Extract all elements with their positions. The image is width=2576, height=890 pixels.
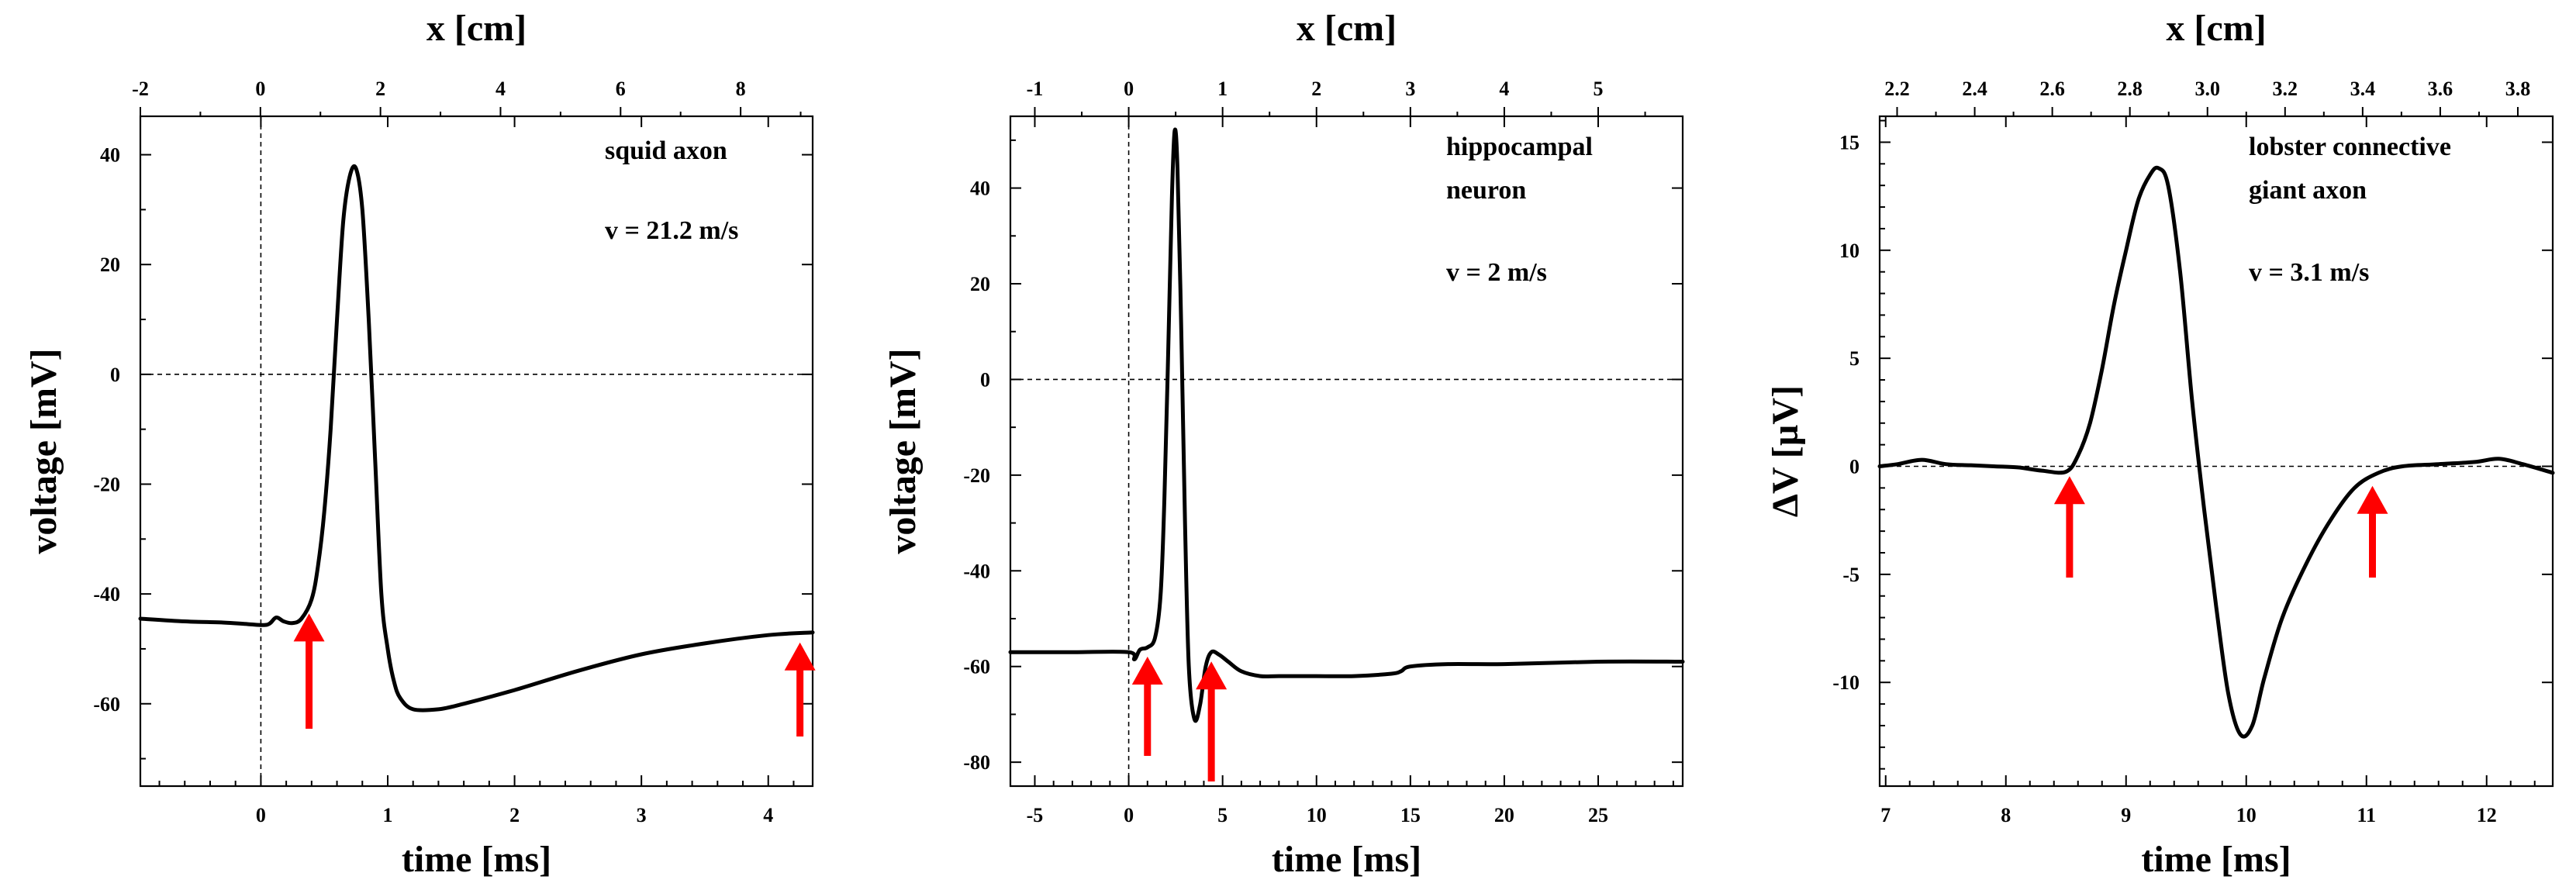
x2-tick-label: 3.4 [2350,78,2376,100]
x-tick-label: 15 [1400,804,1421,826]
specimen-label-line: lobster connective [2249,133,2451,161]
y-tick-label: -60 [963,656,990,678]
y-axis-title: ΔV [µV] [1765,385,1806,517]
x2-axis-title: x [cm] [2166,8,2266,49]
voltage-trace [1877,165,2555,739]
x-tick-label: 7 [1880,804,1891,826]
arrow-head [2053,476,2085,505]
specimen-label-line: hippocampal [1446,133,1593,161]
x-tick-label: 0 [256,804,266,826]
y-tick-label: -60 [93,693,120,716]
x2-tick-label: 1 [1217,78,1228,100]
plot-frame [139,115,814,788]
voltage-trace [1008,127,1685,723]
chart-panel-2: -5 0 5 10 15 20 25 -1 0 1 2 3 4 5 -80 -60 -40 -20 0 20 40 tim… [882,8,1685,880]
y-tick-label: -5 [1842,564,1859,586]
red-arrow-marker [2053,476,2085,578]
x-tick-label: 25 [1588,804,1608,826]
plot-frame [1009,115,1684,788]
plot-frame [1878,115,2554,788]
x2-tick-label: 3 [1405,78,1415,100]
y-tick-label: -40 [93,583,120,605]
velocity-label: v = 2 m/s [1446,258,1547,287]
x-tick-label: -5 [1027,804,1044,826]
chart-panel-3: 7 8 9 10 11 12 2.2 2.4 2.6 2.8 3.0 3.2 3.4 3.6 3.8 -10 -… [1765,8,2555,880]
x2-tick-label: 0 [255,78,265,100]
specimen-label-line: giant axon [2249,176,2367,205]
arrow-head [784,642,816,671]
x-axis-title: time [ms] [1272,839,1421,880]
x2-tick-label: -2 [132,78,149,100]
y-tick-label: -40 [963,560,990,582]
y-axis-title: voltage [mV] [882,348,924,554]
x-tick-label: 4 [763,804,773,826]
x2-tick-label: 4 [1499,78,1509,100]
x2-tick-label: 6 [616,78,626,100]
y-tick-label: 0 [110,364,120,386]
arrow-head [1131,657,1163,685]
y-tick-label: -10 [1832,671,1859,694]
x2-tick-label: 2.4 [1962,78,1987,100]
x2-tick-label: -1 [1027,78,1044,100]
red-arrow-marker [784,642,816,736]
y-tick-label: 40 [970,178,990,200]
x-tick-label: 9 [2121,804,2131,826]
y-tick-label: -20 [93,473,120,495]
x-tick-label: 12 [2477,804,2497,826]
specimen-label: squid axon [605,136,727,165]
x-tick-label: 5 [1217,804,1228,826]
x2-tick-label: 3.8 [2505,78,2531,100]
x-tick-label: 2 [509,804,520,826]
x-tick-label: 20 [1494,804,1514,826]
x2-axis-title: x [cm] [1297,8,1397,49]
x2-tick-label: 2 [1311,78,1321,100]
arrow-head [1196,661,1228,690]
x-axis-title: time [ms] [402,839,551,880]
x-tick-label: 10 [1307,804,1327,826]
y-axis-title: voltage [mV] [23,348,64,554]
x2-tick-label: 0 [1124,78,1134,100]
y-tick-label: 10 [1839,240,1859,262]
x-axis-title: time [ms] [2141,839,2291,880]
red-arrow-marker [2357,485,2388,578]
x2-tick-label: 3.0 [2194,78,2220,100]
x2-tick-label: 3.2 [2273,78,2298,100]
velocity-label: v = 21.2 m/s [605,216,738,245]
arrow-head [2357,485,2388,514]
x2-tick-label: 2.2 [1884,78,1910,100]
y-tick-label: 5 [1849,347,1859,370]
y-tick-label: 20 [100,254,120,276]
x2-axis-title: x [cm] [426,8,527,49]
red-arrow-marker [293,613,325,729]
x2-tick-label: 8 [736,78,746,100]
red-arrow-marker [1131,657,1163,756]
y-tick-label: 20 [970,273,990,295]
x-tick-label: 3 [637,804,647,826]
x-tick-label: 1 [382,804,392,826]
y-tick-label: -80 [963,751,990,774]
x2-tick-label: 3.6 [2428,78,2453,100]
specimen-label-line: neuron [1446,176,1526,205]
arrow-head [293,613,325,642]
x2-tick-label: 4 [496,78,506,100]
x2-tick-label: 2.6 [2039,78,2065,100]
velocity-label: v = 3.1 m/s [2249,258,2369,287]
x-tick-label: 11 [2357,804,2376,826]
x-tick-label: 10 [2236,804,2257,826]
y-tick-label: 40 [100,144,120,167]
red-arrow-marker [1196,661,1228,781]
voltage-trace [138,164,815,712]
y-tick-label: 0 [980,368,990,391]
x2-tick-label: 5 [1594,78,1604,100]
x-tick-label: 0 [1124,804,1134,826]
x2-tick-label: 2.8 [2117,78,2143,100]
y-tick-label: 15 [1839,131,1859,154]
y-tick-label: 0 [1849,456,1859,478]
y-tick-label: -20 [963,464,990,487]
x2-tick-label: 2 [375,78,385,100]
x-tick-label: 8 [2001,804,2011,826]
